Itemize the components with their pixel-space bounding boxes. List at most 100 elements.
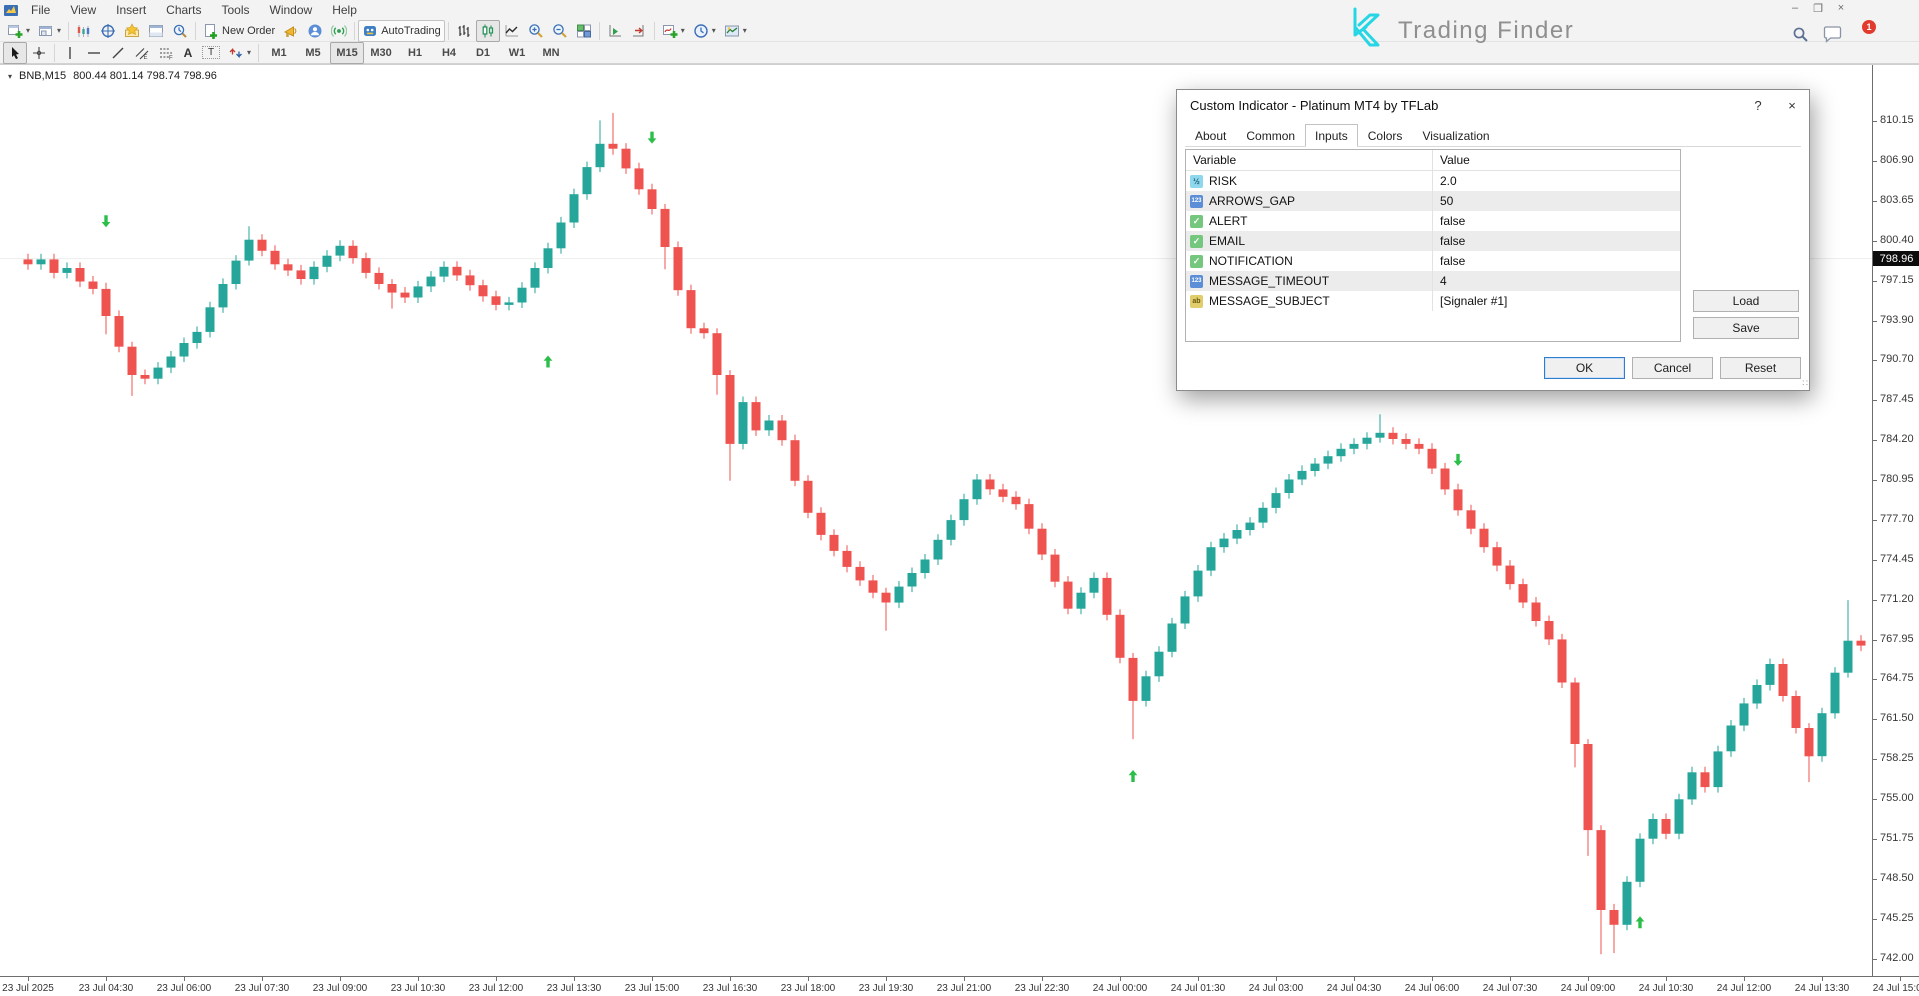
restore-button[interactable]: ❐	[1813, 3, 1823, 15]
timeframe-h1[interactable]: H1	[407, 46, 423, 59]
param-value[interactable]: 50	[1440, 194, 1454, 208]
data-window-button[interactable]	[96, 20, 120, 42]
price-label: 803.65	[1880, 194, 1914, 206]
time-axis[interactable]: 23 Jul 2025 23 Jul 04:30 23 Jul 06:00 23 Ju…	[0, 976, 1919, 996]
drawing-toolbar: E F A T ▾ M1 M5 M15 M30 H1 H4 D1 W1 MN	[0, 41, 1919, 64]
time-tick	[496, 977, 497, 981]
periods-button[interactable]: ▾	[689, 20, 720, 42]
line-chart-button[interactable]	[500, 20, 524, 42]
autotrading-button[interactable]: AutoTrading	[358, 19, 445, 42]
signal-arrow-down	[101, 215, 111, 228]
community-button[interactable]	[303, 20, 327, 42]
search-icon[interactable]	[1792, 26, 1809, 48]
chart-canvas[interactable]	[0, 65, 1872, 976]
timeframe-h4[interactable]: H4	[441, 46, 457, 59]
param-name: NOTIFICATION	[1209, 254, 1293, 268]
price-label: 793.90	[1880, 314, 1914, 326]
zoom-in-button[interactable]	[524, 20, 548, 42]
crosshair-button[interactable]	[27, 42, 51, 64]
price-axis[interactable]: 798.96 810.15 806.90 803.65 800.40 797.15 793…	[1872, 65, 1919, 976]
timeframe-mn[interactable]: MN	[542, 46, 560, 59]
save-button[interactable]: Save	[1693, 317, 1799, 339]
signals-button[interactable]	[327, 20, 351, 42]
timeframe-m15[interactable]: M15	[330, 41, 365, 64]
navigator-button[interactable]	[120, 20, 144, 42]
zoom-out-button[interactable]	[548, 20, 572, 42]
reset-button[interactable]: Reset	[1720, 357, 1801, 379]
metaeditor-button[interactable]	[279, 20, 303, 42]
table-body: ½ RISK 2.0 123 ARROWS_GAP 50 ✓ ALERT false ✓ EMAIL…	[1186, 171, 1680, 311]
signals-icon	[331, 23, 348, 39]
chart-shift-button[interactable]	[627, 20, 651, 42]
menu-tools[interactable]: Tools	[221, 3, 250, 17]
param-value[interactable]: 2.0	[1440, 174, 1457, 188]
tab-common[interactable]: Common	[1246, 129, 1296, 143]
new-order-button[interactable]: New Order	[199, 20, 279, 42]
price-label: 742.00	[1880, 952, 1914, 964]
text-button[interactable]: A	[178, 42, 198, 64]
tile-windows-button[interactable]	[572, 20, 596, 42]
param-value[interactable]: 4	[1440, 274, 1447, 288]
tab-about[interactable]: About	[1195, 129, 1227, 143]
ok-button[interactable]: OK	[1544, 357, 1625, 379]
timeframe-m5[interactable]: M5	[305, 46, 321, 59]
toolbar-separator	[598, 21, 600, 40]
param-value[interactable]: false	[1440, 214, 1466, 228]
cancel-button[interactable]: Cancel	[1632, 357, 1713, 379]
label-button[interactable]: T	[198, 42, 224, 64]
timeframe-m30[interactable]: M30	[370, 46, 392, 59]
bar-chart-button[interactable]	[452, 20, 476, 42]
param-value[interactable]: false	[1440, 254, 1466, 268]
minimize-button[interactable]: –	[1791, 2, 1799, 14]
cursor-button[interactable]	[3, 41, 27, 64]
chat-icon[interactable]: 1	[1822, 20, 1876, 48]
indicators-button[interactable]: ▾	[658, 20, 689, 42]
chart-symbol-info[interactable]: ▾ BNB,M15 800.44 801.14 798.74 798.96	[8, 70, 217, 82]
boolean-type-icon: ✓	[1190, 234, 1203, 248]
vertical-line-button[interactable]	[58, 42, 82, 64]
menu-file[interactable]: File	[31, 3, 51, 17]
timeframe-d1[interactable]: D1	[475, 46, 491, 59]
data-window-icon	[100, 23, 116, 39]
autotrading-button-label: AutoTrading	[381, 24, 441, 37]
menu-view[interactable]: View	[70, 3, 97, 17]
price-label: 810.15	[1880, 114, 1914, 126]
resize-grip[interactable]: ∷	[1802, 378, 1808, 388]
boolean-type-icon: ✓	[1190, 254, 1203, 268]
timeframe-m1[interactable]: M1	[271, 46, 287, 59]
tab-visualization[interactable]: Visualization	[1422, 129, 1490, 143]
menu-insert[interactable]: Insert	[116, 3, 147, 17]
collapse-icon[interactable]: ▾	[8, 71, 13, 81]
close-window-button[interactable]: ×	[1837, 2, 1845, 14]
shapes-button[interactable]: ▾	[224, 42, 255, 64]
tab-colors[interactable]: Colors	[1367, 129, 1403, 143]
menu-charts[interactable]: Charts	[166, 3, 202, 17]
tab-inputs[interactable]: Inputs	[1305, 124, 1358, 147]
menu-help[interactable]: Help	[332, 3, 357, 17]
profiles-button[interactable]: ▾	[34, 20, 65, 42]
templates-button[interactable]: ▾	[720, 20, 751, 42]
terminal-button[interactable]	[144, 20, 168, 42]
horizontal-line-button[interactable]	[82, 42, 106, 64]
time-label: 24 Jul 03:00	[1248, 983, 1304, 994]
menu-window[interactable]: Window	[269, 3, 313, 17]
param-value[interactable]: false	[1440, 234, 1466, 248]
auto-scroll-button[interactable]	[603, 20, 627, 42]
channel-button[interactable]: E	[130, 42, 154, 64]
market-watch-button[interactable]	[72, 20, 96, 42]
dialog-close-button[interactable]: ×	[1788, 97, 1796, 113]
param-value[interactable]: [Signaler #1]	[1440, 294, 1508, 308]
new-chart-button[interactable]: ▾	[3, 20, 34, 42]
param-name: ARROWS_GAP	[1209, 194, 1296, 208]
fibonacci-button[interactable]: F	[154, 42, 178, 64]
dialog-titlebar[interactable]: Custom Indicator - Platinum MT4 by TFLab…	[1177, 90, 1809, 120]
time-label: 24 Jul 15:00	[1872, 983, 1919, 994]
strategy-tester-button[interactable]	[168, 20, 192, 42]
param-name: MESSAGE_SUBJECT	[1209, 294, 1330, 308]
trendline-button[interactable]	[106, 42, 130, 64]
load-button[interactable]: Load	[1693, 290, 1799, 312]
dialog-help-button[interactable]: ?	[1754, 97, 1762, 113]
column-header-variable: Variable	[1186, 150, 1433, 170]
candle-chart-button[interactable]	[475, 19, 500, 42]
timeframe-w1[interactable]: W1	[508, 46, 526, 59]
